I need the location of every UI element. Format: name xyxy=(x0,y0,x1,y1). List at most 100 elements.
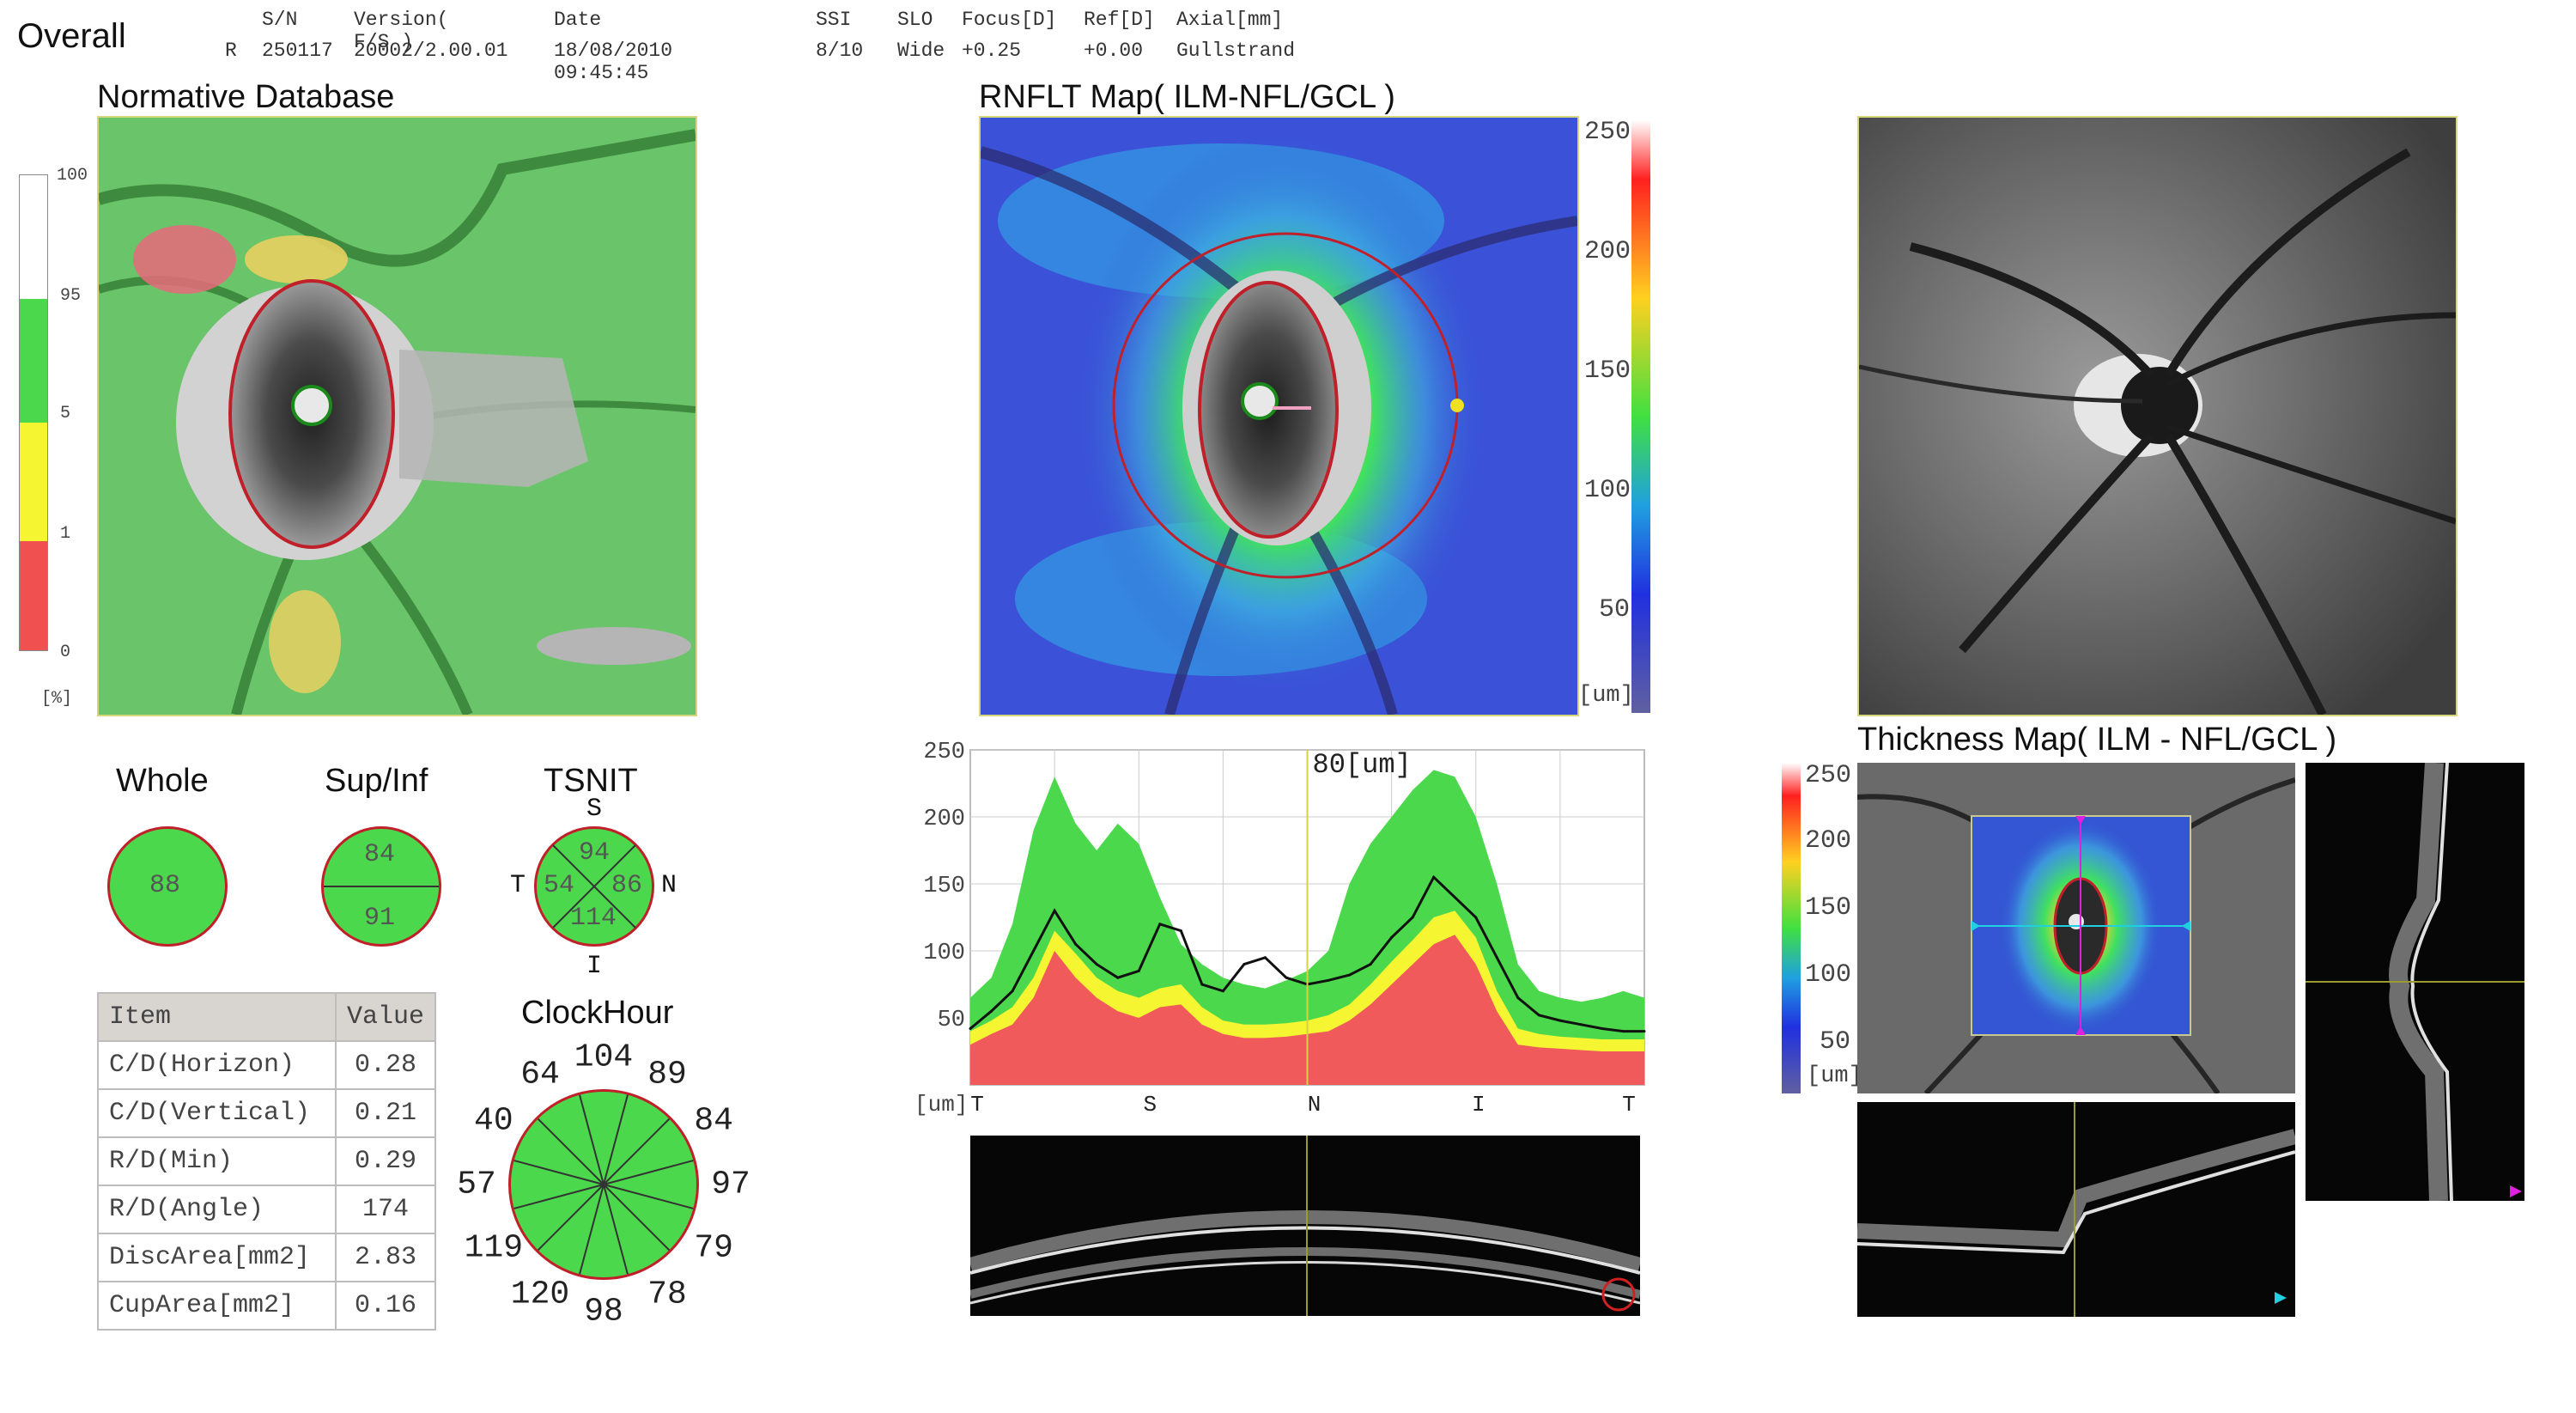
clockhour-value-10: 40 xyxy=(474,1102,513,1140)
tsnit-data-point xyxy=(1158,923,1162,926)
header-column-value: Wide xyxy=(897,40,945,62)
tsnit-data-point xyxy=(990,1009,993,1013)
tsnit-data-point xyxy=(1390,935,1394,939)
tsnit-y-tick-label: 250 xyxy=(923,740,965,765)
table-row: R/D(Min) 0.29 xyxy=(97,1136,437,1186)
tsnit-data-point xyxy=(1453,896,1456,899)
thickness-scale-200: 200 xyxy=(1805,826,1852,856)
normative-scale-0: 0 xyxy=(60,643,71,662)
tsnit-dir-t: T xyxy=(510,871,526,900)
table-row: CupArea[mm2] 0.16 xyxy=(97,1281,437,1331)
param-name: C/D(Horizon) xyxy=(97,1040,337,1090)
header-column-label: Version( F/S ) xyxy=(354,9,449,53)
slo-fundus-image[interactable] xyxy=(1857,116,2458,716)
col-value-header: Value xyxy=(334,992,437,1042)
tsnit-data-point xyxy=(1242,963,1246,966)
param-name: R/D(Angle) xyxy=(97,1185,337,1234)
param-name: R/D(Min) xyxy=(97,1136,337,1186)
header-column-label: Focus[D] xyxy=(962,9,1057,31)
tsnit-data-point xyxy=(1621,1030,1625,1033)
tsnit-dir-i: I xyxy=(586,952,603,981)
tsnit-data-point xyxy=(1558,1019,1562,1022)
tsnit-data-point xyxy=(1285,976,1288,979)
header-column-value: 250117 xyxy=(262,40,333,62)
eye-label: R xyxy=(225,40,237,62)
header-column-label: S/N xyxy=(262,9,298,31)
params-table-header: Item Value xyxy=(97,992,437,1042)
thickness-scale-150: 150 xyxy=(1805,893,1852,923)
circle-bscan-image[interactable] xyxy=(970,1136,1640,1316)
tsnit-data-point xyxy=(1495,956,1498,959)
thickness-color-scale xyxy=(1782,763,1801,1093)
tsnit-data-point xyxy=(1200,983,1204,986)
normative-unit: [%] xyxy=(41,689,73,709)
param-value: 2.83 xyxy=(334,1233,437,1282)
clockhour-value-11: 64 xyxy=(520,1056,560,1093)
normative-deviation-map[interactable] xyxy=(97,116,697,716)
tsnit-data-point xyxy=(1411,916,1414,919)
tsnit-data-point xyxy=(1432,875,1436,879)
clockhour-sector-line xyxy=(603,1184,629,1275)
supinf-inf-value: 91 xyxy=(364,904,396,933)
supinf-divider xyxy=(324,886,439,887)
whole-label: Whole xyxy=(116,763,209,799)
tsnit-x-tick-label: N xyxy=(1308,1092,1321,1118)
horizontal-bscan-image[interactable] xyxy=(1857,1102,2295,1317)
thickness-scale-250: 250 xyxy=(1805,761,1852,790)
rnflt-color-scale xyxy=(1631,120,1650,713)
tsnit-data-point xyxy=(1579,1023,1583,1026)
param-name: C/D(Vertical) xyxy=(97,1088,337,1138)
clockhour-value-5: 78 xyxy=(647,1276,687,1313)
tsnit-data-point xyxy=(1474,916,1478,919)
tsnit-n-value: 86 xyxy=(611,871,643,900)
rnflt-scale-100: 100 xyxy=(1584,476,1631,505)
clockhour-sector-lines xyxy=(513,1094,694,1275)
clockhour-sector-line xyxy=(537,1184,605,1252)
thickness-scale-100: 100 xyxy=(1805,960,1852,990)
tsnit-dir-n: N xyxy=(661,871,677,900)
tsnit-unit-label: [um] xyxy=(914,1092,968,1118)
tsnit-data-point xyxy=(1074,942,1078,946)
col-item-header: Item xyxy=(97,992,337,1042)
tsnit-data-point xyxy=(1263,956,1267,959)
normative-scale-100: 100 xyxy=(57,166,88,186)
rnflt-map-title: RNFLT Map( ILM-NFL/GCL ) xyxy=(979,79,1395,115)
normative-title: Normative Database xyxy=(97,79,395,115)
clockhour-value-2: 84 xyxy=(694,1102,733,1140)
tsnit-data-point xyxy=(1601,1026,1604,1030)
tsnit-x-tick-label: T xyxy=(1622,1092,1636,1118)
tsnit-x-tick-label: S xyxy=(1143,1092,1157,1118)
tsnit-y-tick-label: 150 xyxy=(923,874,965,899)
normative-scale-95: 95 xyxy=(60,286,82,306)
header-column-label: SSI xyxy=(816,9,852,31)
whole-value: 88 xyxy=(149,871,181,900)
clockhour-value-12: 104 xyxy=(574,1038,634,1076)
table-row: C/D(Vertical) 0.21 xyxy=(97,1088,437,1138)
clockhour-value-8: 119 xyxy=(464,1229,524,1267)
tsnit-label: TSNIT xyxy=(544,763,638,799)
param-value: 0.29 xyxy=(334,1136,437,1186)
clockhour-value-4: 79 xyxy=(694,1229,733,1267)
whole-circle xyxy=(107,826,228,947)
rnflt-scale-150: 150 xyxy=(1584,356,1631,386)
clockhour-value-3: 97 xyxy=(711,1166,750,1203)
vertical-bscan-image[interactable] xyxy=(2306,763,2524,1201)
thickness-overlay-image[interactable] xyxy=(1857,763,2295,1093)
clockhour-sector-line xyxy=(537,1118,605,1185)
rnflt-scale-50: 50 xyxy=(1599,595,1631,624)
clockhour-sector-line xyxy=(579,1184,605,1275)
param-value: 0.28 xyxy=(334,1040,437,1090)
thickness-map-title: Thickness Map( ILM - NFL/GCL ) xyxy=(1857,722,2337,758)
tsnit-i-value: 114 xyxy=(570,904,617,933)
tsnit-data-point xyxy=(1516,996,1520,1000)
thickness-scale-50: 50 xyxy=(1820,1027,1851,1057)
tsnit-data-point xyxy=(1032,949,1036,953)
tsnit-data-point xyxy=(1179,929,1182,933)
tsnit-data-point xyxy=(1537,1014,1540,1017)
clockhour-sector-line xyxy=(513,1160,605,1185)
tsnit-data-point xyxy=(1137,969,1140,972)
rnflt-thickness-map[interactable] xyxy=(979,116,1579,716)
rnflt-scale-250: 250 xyxy=(1584,118,1631,147)
param-value: 0.16 xyxy=(334,1281,437,1331)
